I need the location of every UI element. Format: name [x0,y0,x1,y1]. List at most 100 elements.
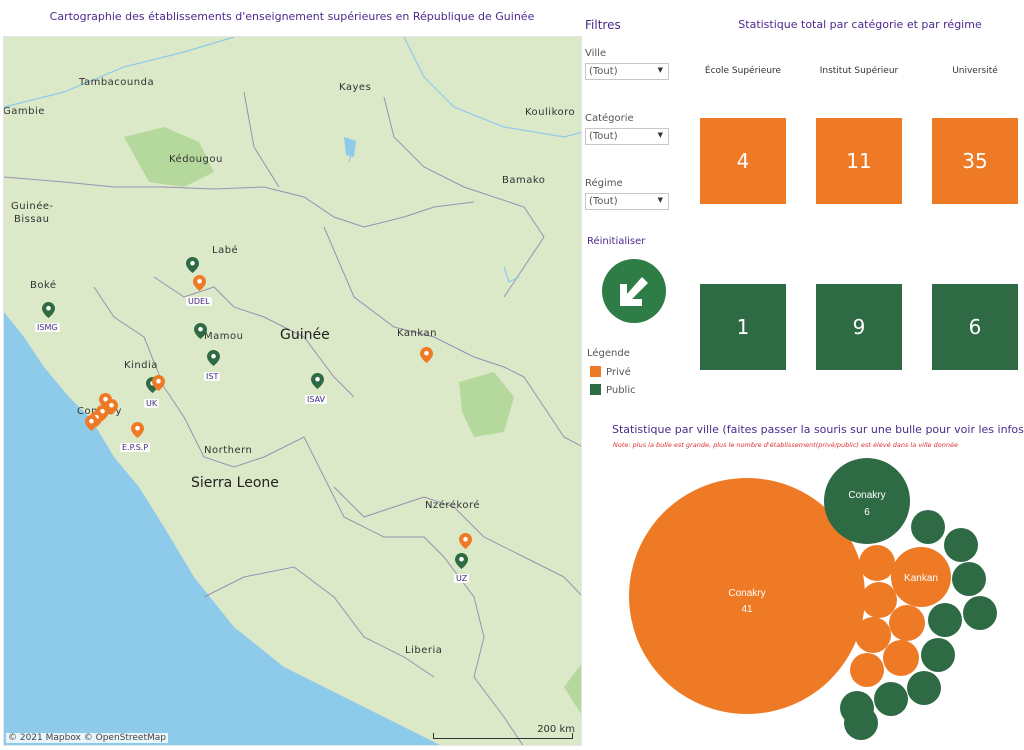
filter-ville-select[interactable]: (Tout) ▼ [585,63,669,80]
tile-public-universite[interactable]: 6 [932,284,1018,370]
pin-label-isav: ISAV [305,395,328,404]
bubble-city-public[interactable] [963,596,997,630]
place-guinee-bissau-1: Guinée- [11,201,54,212]
tile-public-institut[interactable]: 9 [816,284,902,370]
bubble-conakry-prive-count: 41 [741,604,753,615]
bubble-chart-title: Statistique par ville (faites passer la … [612,423,1024,436]
bubble-conakry-public-city: Conakry [848,490,885,501]
chevron-down-icon: ▼ [657,196,663,204]
pin-label-uz: UZ [454,574,470,583]
tile-public-ecole[interactable]: 1 [700,284,786,370]
filter-categorie-label: Catégorie [585,113,634,124]
legend-swatch-prive [590,366,601,377]
tile-prive-universite[interactable]: 35 [932,118,1018,204]
map-view[interactable]: Tambacounda Kayes Gambie Koulikoro Kédou… [3,36,582,746]
reset-label: Réinitialiser [587,236,646,247]
filter-categorie-value: (Tout) [589,131,618,142]
legend-label-prive: Privé [606,367,631,378]
bubble-kankan[interactable] [891,547,951,607]
place-bamako: Bamako [502,175,546,186]
place-sierra-leone: Sierra Leone [191,475,279,491]
bubble-conakry-public[interactable] [824,458,910,544]
place-koulikoro: Koulikoro [525,107,576,118]
legend-item-prive: Privé [590,366,631,378]
filter-ville-label: Ville [585,48,607,59]
bubble-kankan-city: Kankan [904,573,938,584]
bubble-city-public[interactable] [907,671,941,705]
legend-label-public: Public [606,385,636,396]
bubble-city-public[interactable] [952,562,986,596]
bubble-conakry-public-count: 6 [864,507,870,518]
filter-regime-select[interactable]: (Tout) ▼ [585,193,669,210]
place-kankan: Kankan [397,328,437,339]
bubble-city-public[interactable] [911,510,945,544]
map-pin-public[interactable] [186,257,199,273]
filter-categorie-select[interactable]: (Tout) ▼ [585,128,669,145]
bubble-city-prive[interactable] [859,545,895,581]
map-pin-prive[interactable] [193,275,206,291]
chevron-down-icon: ▼ [657,66,663,74]
bubble-city-public[interactable] [874,682,908,716]
place-tambacounda: Tambacounda [79,77,155,88]
bubble-city-public[interactable] [844,706,878,740]
place-kedougou: Kédougou [169,154,223,165]
place-boke: Boké [30,280,57,291]
bubble-chart-note: Note: plus la bulle est grande, plus le … [613,441,958,449]
bubble-city-prive[interactable] [889,605,925,641]
map-pin-public[interactable] [194,323,207,339]
arrow-down-left-icon [620,277,648,306]
bubble-conakry-prive[interactable] [629,478,865,714]
chevron-down-icon: ▼ [657,131,663,139]
place-mamou: Mamou [204,331,244,342]
pin-label-uk: UK [144,399,160,408]
bubble-city-prive[interactable] [883,640,919,676]
bubble-city-public[interactable] [944,528,978,562]
pin-label-ist: IST [204,372,221,381]
map-pin-prive[interactable] [152,375,165,391]
map-background [4,37,581,745]
place-labe: Labé [212,245,239,256]
pin-label-epsp: E.P.S.P [120,443,151,452]
map-title: Cartographie des établissements d'enseig… [49,10,535,23]
column-header-universite: Université [952,66,998,76]
map-pin-prive[interactable] [459,533,472,549]
place-nzerekore: Nzérékoré [425,500,481,511]
place-guinee: Guinée [280,327,330,343]
column-header-ecole: École Supérieure [704,66,782,76]
bubble-city-prive[interactable] [861,582,897,618]
legend-swatch-public [590,384,601,395]
filter-ville-value: (Tout) [589,66,618,77]
filter-regime-value: (Tout) [589,196,618,207]
filter-regime-label: Régime [585,178,623,189]
map-pin-prive[interactable] [85,415,98,431]
map-pin-public[interactable] [455,553,468,569]
place-guinee-bissau-2: Bissau [14,214,50,225]
filters-title: Filtres [585,18,621,32]
reset-button[interactable] [602,259,666,323]
map-pin-prive[interactable] [131,422,144,438]
place-kayes: Kayes [339,82,372,93]
map-attribution[interactable]: © 2021 Mapbox © OpenStreetMap [6,733,168,743]
bubble-city-prive[interactable] [855,617,891,653]
bubble-chart: Conakry 41 Conakry 6 Kankan [629,458,997,740]
bubble-city-public[interactable] [928,603,962,637]
place-kindia: Kindia [124,360,158,371]
scale-label: 200 km [537,724,575,735]
bubble-city-public[interactable] [921,638,955,672]
map-pin-public[interactable] [207,350,220,366]
tile-prive-ecole[interactable]: 4 [700,118,786,204]
map-pin-prive[interactable] [420,347,433,363]
column-header-institut: Institut Supérieur [819,66,899,76]
pin-label-udel: UDEL [186,297,212,306]
tile-prive-institut[interactable]: 11 [816,118,902,204]
bubble-conakry-prive-city: Conakry [728,588,765,599]
bubble-city-prive[interactable] [850,653,884,687]
stats-title: Statistique total par catégorie et par r… [738,18,982,31]
place-liberia: Liberia [405,645,443,656]
pin-label-ismg: ISMG [35,323,60,332]
map-pin-public[interactable] [42,302,55,318]
place-gambie: Gambie [3,106,45,117]
scale-bar [433,733,573,739]
map-pin-public[interactable] [311,373,324,389]
legend-item-public: Public [590,384,636,396]
